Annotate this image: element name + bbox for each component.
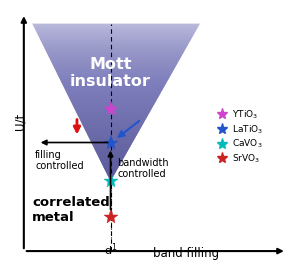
Text: band filling: band filling bbox=[153, 247, 219, 260]
Text: U/t: U/t bbox=[13, 113, 26, 130]
Text: d$^1$: d$^1$ bbox=[104, 241, 117, 257]
Text: bandwidth
controlled: bandwidth controlled bbox=[118, 158, 169, 179]
Legend: YTiO$_3$, LaTiO$_3$, CaVO$_3$, SrVO$_3$: YTiO$_3$, LaTiO$_3$, CaVO$_3$, SrVO$_3$ bbox=[213, 108, 263, 165]
Text: Mott
insulator: Mott insulator bbox=[70, 56, 151, 89]
Text: correlated
metal: correlated metal bbox=[32, 196, 110, 224]
Polygon shape bbox=[32, 24, 200, 181]
Text: filling
controlled: filling controlled bbox=[35, 150, 84, 171]
